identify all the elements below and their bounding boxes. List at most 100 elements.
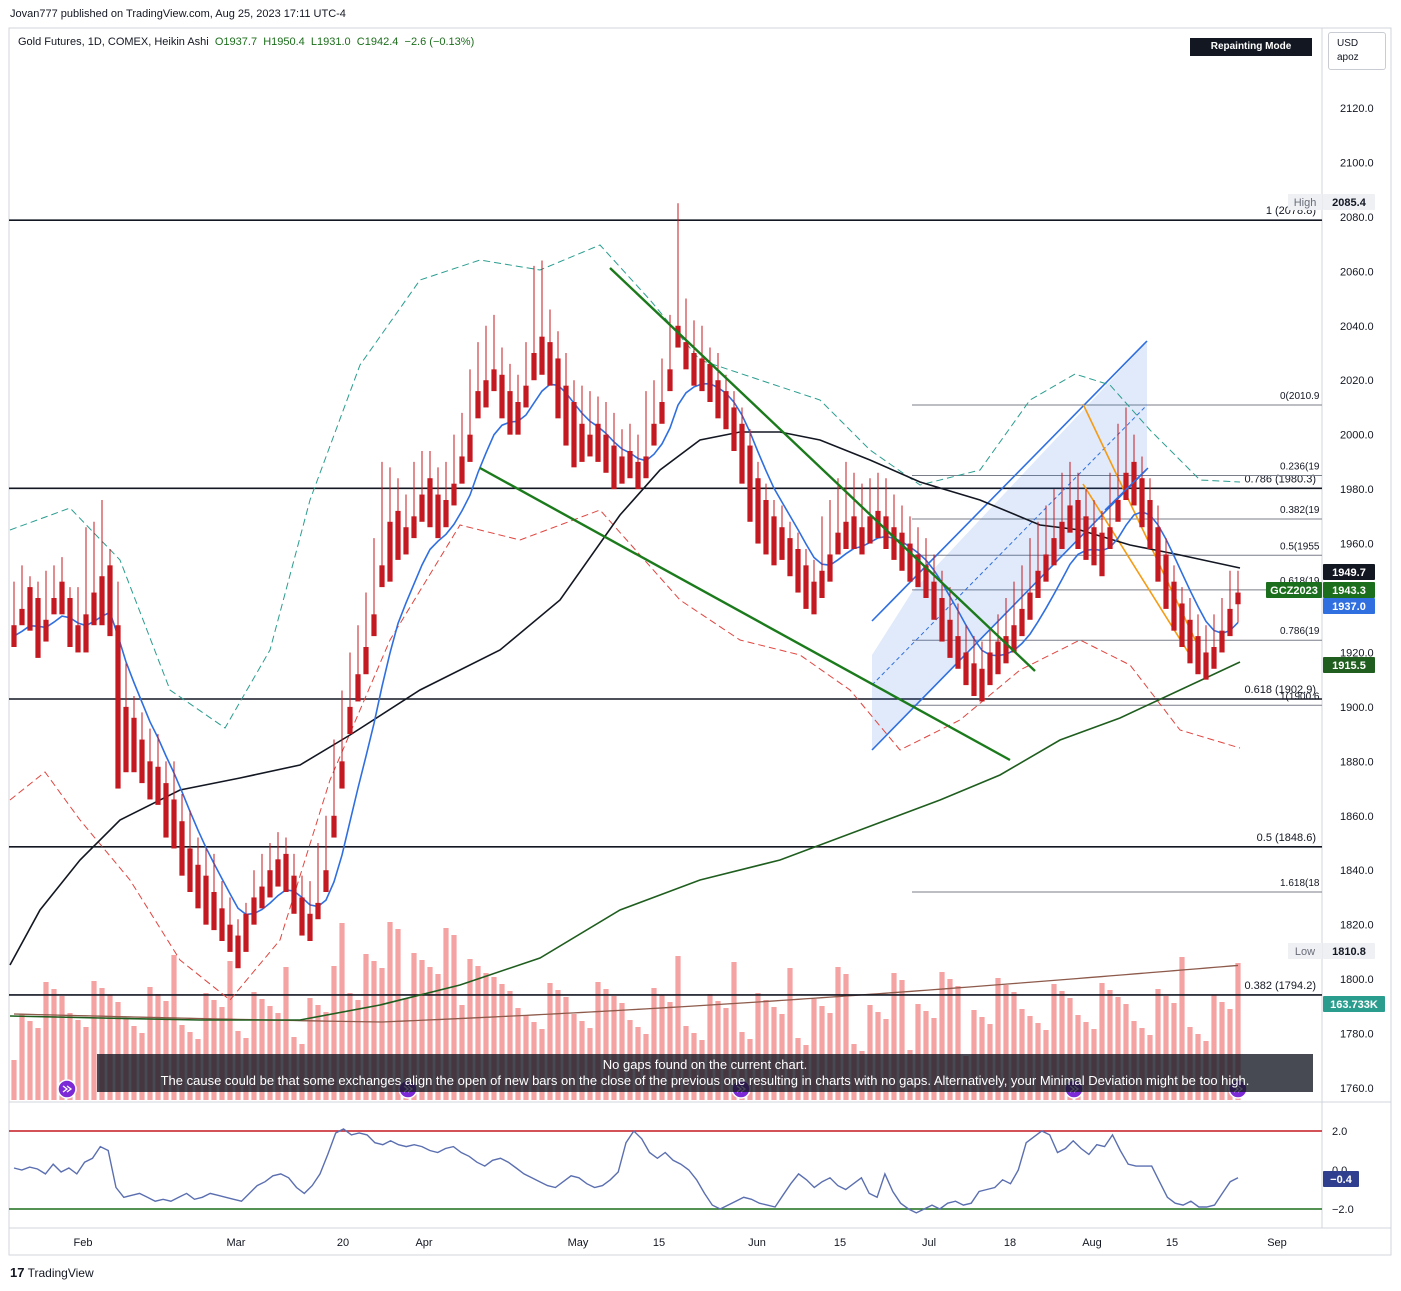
repainting-badge: Repainting Mode Enabled xyxy=(1190,38,1312,70)
candle-body xyxy=(547,342,553,386)
time-axis-tick: Feb xyxy=(74,1237,93,1249)
candle-body xyxy=(1123,472,1129,500)
candle-body xyxy=(603,434,609,473)
ohlc-close: C1942.4 xyxy=(356,36,399,48)
volume-bar xyxy=(595,982,601,1100)
price-axis-tick: 2060.0 xyxy=(1340,266,1374,278)
volume-bar xyxy=(11,1060,17,1100)
candle-body xyxy=(827,554,833,582)
volume-bar xyxy=(1219,1002,1225,1100)
currency-selector[interactable]: USD apoz xyxy=(1328,32,1386,70)
volume-bar xyxy=(1115,997,1121,1100)
horizontal-level-label: 0.786 (1980.3) xyxy=(1244,473,1316,485)
time-axis-tick: Aug xyxy=(1082,1237,1102,1249)
candle-body xyxy=(723,391,729,430)
volume-bar xyxy=(51,989,57,1100)
symbol-legend[interactable]: Gold Futures, 1D, COMEX, Heikin Ashi O19… xyxy=(18,36,474,48)
tradingview-logo[interactable]: 17 TradingView xyxy=(10,1265,94,1280)
volume-bar xyxy=(395,929,401,1100)
candle-body xyxy=(1211,647,1217,669)
volume-bar xyxy=(91,981,97,1100)
volume-bar xyxy=(1179,957,1185,1100)
volume-bar xyxy=(171,955,177,1100)
sma-medium-line xyxy=(9,431,1241,966)
candle-body xyxy=(835,532,841,555)
volume-bar xyxy=(1211,995,1217,1100)
time-axis-tick: Mar xyxy=(227,1237,246,1249)
candle-body xyxy=(907,543,913,582)
candle-body xyxy=(347,706,353,735)
volume-bar xyxy=(1163,996,1169,1100)
candle-body xyxy=(459,456,465,484)
symbol-tag: GCZ2023 xyxy=(1270,585,1318,597)
volume-bar xyxy=(491,977,497,1100)
time-axis[interactable]: Feb Mar 20 Apr May 15 Jun 15 Jul 18 Aug 15 Sep xyxy=(74,1237,1287,1249)
volume-bar xyxy=(251,992,257,1100)
candle-body xyxy=(451,483,457,506)
candle-body xyxy=(667,369,673,392)
volume-bar xyxy=(867,1005,873,1100)
candle-body xyxy=(387,521,393,582)
volume-bar xyxy=(1155,989,1161,1100)
osc-axis-tick: 2.0 xyxy=(1332,1126,1347,1138)
envelope-bands xyxy=(9,244,1241,1001)
symbol-tag-bg xyxy=(1266,582,1322,598)
candle-body xyxy=(107,565,113,637)
candle-body xyxy=(795,549,801,593)
volume-bar xyxy=(331,966,337,1100)
volume-bar xyxy=(835,967,841,1100)
candle-body xyxy=(995,641,1001,675)
candle-body xyxy=(499,374,505,419)
volume-bar xyxy=(675,956,681,1100)
candle-body xyxy=(651,423,657,446)
volume-bar xyxy=(915,1004,921,1100)
volume-bar xyxy=(787,968,793,1100)
candle-body xyxy=(211,892,217,931)
volume-bar xyxy=(651,988,657,1100)
candle-body xyxy=(771,516,777,566)
candle-body xyxy=(35,598,41,658)
symbol-name[interactable]: Gold Futures, 1D, COMEX, Heikin Ashi xyxy=(18,36,209,48)
price-axis-tick: 1820.0 xyxy=(1340,920,1374,932)
candle-body xyxy=(851,516,857,549)
candle-body xyxy=(819,570,825,598)
ema-fast-line xyxy=(13,382,1239,916)
volume-bar xyxy=(315,1005,321,1100)
volume-bar xyxy=(763,1000,769,1100)
candle-body xyxy=(235,935,241,969)
price-axis-tick: 1840.0 xyxy=(1340,865,1374,877)
time-axis-tick: Sep xyxy=(1267,1237,1287,1249)
price-axis-tick: 1960.0 xyxy=(1340,539,1374,551)
no-gaps-notice: No gaps found on the current chart. The … xyxy=(97,1054,1313,1092)
ema-price-tag: 1937.0 xyxy=(1332,601,1366,613)
price-axis[interactable]: 2120.0 2100.0 2080.0 2060.0 2040.0 2020.0 2000… xyxy=(1332,103,1374,1216)
time-axis-tick: 15 xyxy=(653,1237,665,1249)
candle-body xyxy=(1003,636,1009,664)
fib-label: 1(1900.6 xyxy=(1280,691,1320,702)
candle-body xyxy=(763,500,769,555)
candles xyxy=(11,203,1241,969)
candle-body xyxy=(187,848,193,892)
candle-body xyxy=(579,423,585,462)
currency-sub-label: apoz xyxy=(1337,52,1359,63)
candle-body xyxy=(283,853,289,892)
candle-body xyxy=(427,478,433,528)
price-axis-tick: 2020.0 xyxy=(1340,375,1374,387)
candle-body xyxy=(787,538,793,577)
volume-bar xyxy=(1051,984,1057,1100)
volume-tag-bg xyxy=(1323,996,1385,1012)
candle-body xyxy=(163,783,169,838)
fib-label: 0.382(19 xyxy=(1280,505,1320,516)
candle-body xyxy=(531,353,537,381)
time-axis-tick: Jul xyxy=(922,1237,936,1249)
volume-bar xyxy=(347,993,353,1100)
candle-body xyxy=(307,913,313,941)
volume-bar xyxy=(467,959,473,1100)
candle-body xyxy=(843,521,849,549)
volume-bar xyxy=(115,1002,121,1100)
candle-body xyxy=(403,527,409,555)
candle-body xyxy=(675,325,681,348)
volume-bar xyxy=(547,983,553,1100)
candle-body xyxy=(75,625,81,653)
candle-body xyxy=(1019,608,1025,637)
